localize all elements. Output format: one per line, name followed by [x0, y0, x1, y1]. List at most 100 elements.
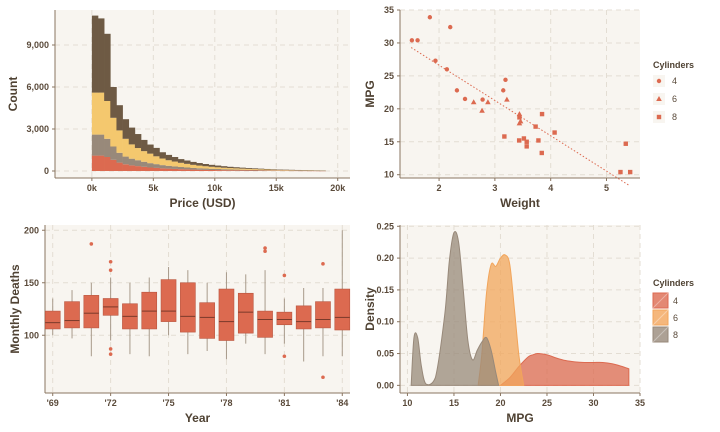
- mtcars-point-cyl8: [552, 130, 557, 135]
- price-bar-gray: [233, 169, 240, 171]
- price-bar-dark: [263, 168, 271, 170]
- price-bar-dark: [91, 15, 99, 93]
- price-bar-red: [98, 155, 105, 171]
- price-bar-yellow: [116, 130, 123, 153]
- deaths-box: [44, 310, 61, 330]
- deaths-box: [160, 279, 177, 322]
- price-bar-dark: [251, 168, 259, 170]
- mtcars-points: [409, 15, 633, 175]
- price-bar-red: [214, 170, 222, 171]
- price-bar-gray: [141, 161, 148, 167]
- deaths-x-tick-label: '72: [105, 398, 117, 408]
- price-bar-gray: [147, 163, 154, 168]
- density-legend-swatch-slash: [652, 326, 669, 343]
- price-bar-gray: [128, 158, 136, 166]
- price-bar-dark: [171, 157, 179, 162]
- mtcars-point-cyl6: [470, 99, 477, 105]
- mtcars-point-cyl4: [415, 38, 420, 43]
- mtcars-point-cyl8: [516, 138, 522, 143]
- price-bar-yellow: [251, 169, 259, 170]
- price-bar-dark: [122, 119, 130, 139]
- price-bar-gray: [165, 165, 173, 169]
- price-bar-dark: [196, 163, 203, 166]
- deaths-box: [334, 288, 351, 331]
- deaths-x-tick-label: '78: [220, 398, 232, 408]
- price-bar-dark: [245, 167, 252, 169]
- mtcars-x-tick-label: 2: [437, 183, 442, 193]
- price-bar-gray: [196, 168, 203, 170]
- mtcars-point-cyl8: [623, 141, 628, 146]
- price-bar-dark: [257, 168, 265, 170]
- mtcars-x-tick-label: 5: [604, 183, 609, 193]
- deaths-box-group: [160, 267, 177, 336]
- price-bar-yellow: [190, 164, 197, 168]
- mtcars-point-cyl8: [502, 134, 507, 139]
- mtcars-legend-label: 4: [672, 76, 677, 86]
- density-legend-swatch-slash: [652, 309, 669, 326]
- deaths-box: [218, 288, 235, 341]
- mtcars-y-axis-title: MPG: [363, 80, 377, 107]
- deaths-box-group: [334, 230, 351, 357]
- price-bar-yellow: [184, 163, 191, 168]
- deaths-box: [64, 301, 80, 329]
- mtcars-point-cyl4: [433, 58, 438, 63]
- density-legend: Cylinders 4 6 8: [652, 278, 694, 343]
- price-bar-red: [202, 169, 209, 171]
- density-area-cyl4: [499, 353, 630, 386]
- price-bar-gray: [98, 134, 105, 156]
- price-x-tick-label: 15k: [269, 183, 285, 193]
- price-x-tick-label: 0k: [87, 183, 98, 193]
- mtcars-point-cyl4: [454, 88, 460, 93]
- price-bar-yellow: [196, 165, 203, 169]
- density-legend-swatch: [652, 326, 669, 343]
- price-bar-yellow: [110, 117, 117, 147]
- price-bar-red: [159, 168, 166, 171]
- price-bar-gray: [134, 160, 142, 167]
- mtcars-point-cyl8: [536, 138, 541, 143]
- price-bar-gray: [104, 138, 111, 157]
- price-bar-yellow: [141, 151, 148, 162]
- mtcars-point-cyl8: [539, 111, 545, 117]
- price-bar-yellow: [104, 101, 111, 139]
- price-bar-yellow: [202, 166, 209, 169]
- price-y-axis-title: Count: [6, 77, 20, 112]
- deaths-box-group: [257, 246, 273, 355]
- price-bar-dark: [110, 87, 117, 118]
- density-x-tick-label: 35: [635, 398, 645, 408]
- price-bar-dark: [116, 105, 123, 131]
- price-bar-gray: [110, 146, 117, 160]
- price-x-tick-label: 20k: [330, 183, 346, 193]
- price-y-tick-label: 9,000: [26, 40, 49, 50]
- mtcars-legend-label: 6: [672, 94, 677, 104]
- price-bar-gray: [177, 167, 185, 170]
- deaths-box-group: [122, 282, 138, 355]
- density-y-tick-label: 0.05: [376, 349, 394, 359]
- price-bar-yellow: [276, 169, 283, 171]
- deaths-outlier: [321, 375, 325, 380]
- density-legend-label: 4: [673, 296, 678, 306]
- density-y-tick-label: 0.25: [376, 221, 394, 231]
- price-bar-red: [220, 170, 228, 171]
- price-bar-gray: [239, 169, 246, 171]
- price-bar-red: [196, 169, 203, 171]
- deaths-box-group: [295, 288, 312, 362]
- price-bar-dark: [208, 164, 216, 167]
- density-area-cyl8: [410, 230, 500, 386]
- price-bar-gray: [227, 169, 234, 171]
- deaths-box: [315, 301, 331, 329]
- density-legend-title: Cylinders: [653, 278, 694, 288]
- mtcars-point-cyl8: [627, 169, 633, 175]
- price-bar-yellow: [147, 153, 154, 164]
- price-bar-dark: [177, 159, 185, 163]
- mtcars-plot-background: [400, 10, 640, 178]
- price-panel: 0k 5k 10k 15k 20k 0 3,000 6,000 9,000 Price (USD)…: [6, 10, 350, 210]
- price-y-tick-label: 0: [44, 166, 49, 176]
- deaths-y-axis-title: Monthly Deaths: [8, 264, 22, 354]
- mtcars-point-cyl8: [539, 150, 544, 156]
- density-y-axis-title: Density: [363, 287, 377, 331]
- density-x-tick-label: 10: [402, 398, 412, 408]
- price-bar-yellow: [177, 162, 185, 168]
- deaths-box: [257, 310, 273, 338]
- price-bar-red: [147, 167, 154, 171]
- price-bar-red: [104, 157, 111, 171]
